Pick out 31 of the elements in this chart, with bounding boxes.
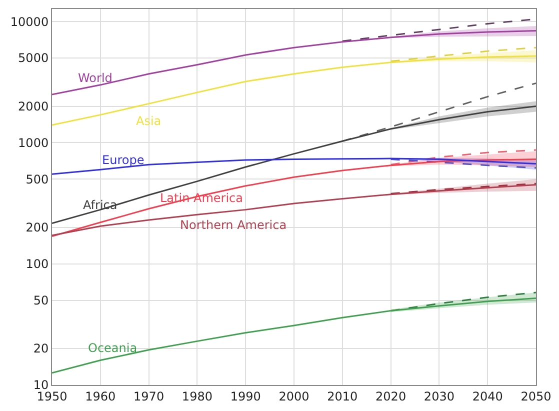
- line-series: [390, 46, 536, 62]
- line-series: [52, 298, 536, 374]
- x-tick-label: 2030: [424, 389, 454, 404]
- series-label: Asia: [136, 114, 162, 128]
- line-series: [342, 82, 536, 142]
- y-tick-label: 200: [26, 220, 49, 235]
- x-tick-label: 1990: [230, 389, 261, 404]
- line-series: [52, 30, 536, 96]
- x-tick-label: 2040: [472, 389, 503, 404]
- x-tick-label: 2010: [327, 389, 358, 404]
- y-tick-label: 10000: [10, 14, 49, 29]
- y-tick-label: 2000: [18, 99, 49, 114]
- series-label: Europe: [102, 153, 144, 167]
- y-tick-label: 1000: [18, 136, 49, 150]
- x-tick-label: 1960: [85, 389, 116, 404]
- line-series: [52, 184, 536, 236]
- y-tick-label: 50: [33, 294, 49, 308]
- y-tick-label: 500: [26, 172, 49, 186]
- series-label: World: [78, 71, 112, 85]
- y-tick-label: 5000: [18, 51, 49, 66]
- series-label: Northern America: [180, 218, 287, 232]
- line-series: [52, 55, 536, 126]
- x-tick-label: 2000: [278, 389, 310, 404]
- x-tick-label: 2050: [520, 389, 552, 404]
- line-series: [390, 182, 536, 194]
- x-tick-label: 1970: [134, 389, 164, 404]
- x-tick-label: 2020: [376, 389, 406, 404]
- y-tick-label: 100: [26, 257, 49, 272]
- x-tick-label: 1980: [182, 389, 212, 404]
- series-label: Oceania: [88, 341, 138, 355]
- y-tick-label: 20: [33, 342, 49, 356]
